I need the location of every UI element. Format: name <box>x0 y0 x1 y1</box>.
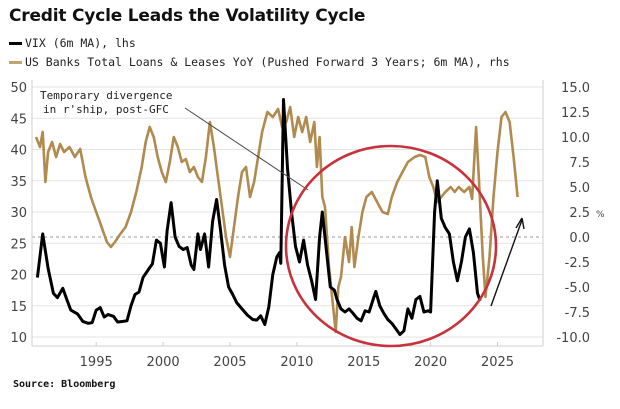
y-axis-right: 15.0 12.5 10.0 7.5 5.0 2.5 0.0 -2.5 -5.0 -7.5 -10.… <box>556 81 590 346</box>
y-left-tick-label: 30 <box>10 206 27 221</box>
y-right-tick-label: -2.5 <box>565 256 590 271</box>
legend-item-vix: VIX (6m MA), lhs <box>9 36 136 50</box>
plot-frame <box>31 80 544 347</box>
y-right-tick-label: 2.5 <box>569 206 590 221</box>
y-left-tick-label: 15 <box>10 300 27 315</box>
annotation-text-line-2: in r'ship, post-GFC <box>43 103 169 116</box>
x-tick-label: 2015 <box>347 355 380 370</box>
y-right-tick-label: 15.0 <box>561 81 590 96</box>
y-left-tick-label: 25 <box>10 237 27 252</box>
legend-label-vix: VIX (6m MA), lhs <box>25 36 136 50</box>
y-right-tick-label: 0.0 <box>569 231 590 246</box>
annotation-callout-line <box>184 107 309 191</box>
source-note: Source: Bloomberg <box>13 379 116 390</box>
x-tick-label: 2010 <box>280 355 313 370</box>
x-tick-label: 2025 <box>481 355 514 370</box>
x-tick-label: 2005 <box>213 355 246 370</box>
trend-arrow-shaft <box>490 219 523 307</box>
y-left-tick-label: 35 <box>10 175 27 190</box>
legend-label-loans: US Banks Total Loans & Leases YoY (Pushe… <box>25 55 510 69</box>
legend-swatch-vix <box>9 41 22 45</box>
legend-item-loans: US Banks Total Loans & Leases YoY (Pushe… <box>9 55 510 69</box>
x-axis: 1995 2000 2005 2010 2015 2020 2025 <box>80 342 514 370</box>
trend-arrow-head <box>515 217 525 230</box>
y-left-tick-label: 10 <box>10 331 27 346</box>
series-line-vix <box>35 98 482 336</box>
series-line-loans <box>34 105 519 334</box>
y-axis-left: 50 45 40 35 30 25 20 15 10 <box>10 81 27 346</box>
y-right-tick-label: 12.5 <box>561 106 590 121</box>
y-right-tick-label: -10.0 <box>556 331 590 346</box>
legend-swatch-loans <box>9 60 22 64</box>
y-right-tick-label: 7.5 <box>569 156 590 171</box>
chart-title: Credit Cycle Leads the Volatility Cycle <box>9 6 366 26</box>
x-tick-label: 2000 <box>147 355 180 370</box>
y-left-tick-label: 50 <box>10 81 27 96</box>
x-tick-label: 1995 <box>80 355 113 370</box>
grid-lines <box>32 86 543 338</box>
y-left-tick-label: 40 <box>10 144 27 159</box>
x-tick-label: 2020 <box>414 355 447 370</box>
y-right-tick-label: 10.0 <box>561 131 590 146</box>
y-left-tick-label: 45 <box>10 112 27 127</box>
annotation-text-line-1: Temporary divergence <box>40 89 172 102</box>
y-left-tick-label: 20 <box>10 269 27 284</box>
highlight-ellipse <box>284 144 498 348</box>
y-right-tick-label: 5.0 <box>569 181 590 196</box>
y-right-tick-label: -7.5 <box>565 306 590 321</box>
percent-unit-symbol: % <box>596 210 605 220</box>
y-right-tick-label: -5.0 <box>565 281 590 296</box>
trend-arrow <box>490 217 525 307</box>
